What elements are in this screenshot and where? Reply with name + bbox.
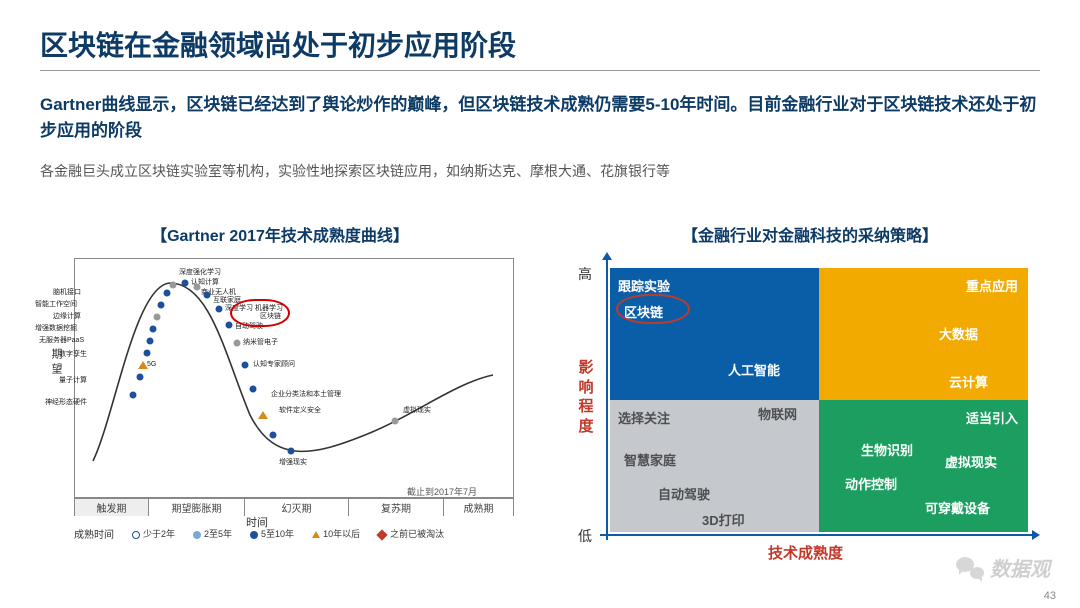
- slide-title: 区块链在金融领域尚处于初步应用阶段: [40, 24, 516, 64]
- slide-subtitle: Gartner曲线显示，区块链已经达到了舆论炒作的巅峰，但区块链技术成熟仍需要5…: [40, 92, 1040, 143]
- hype-label: 增强现实: [279, 457, 307, 467]
- quadrant-cell: 重点应用大数据云计算: [819, 268, 1028, 400]
- hype-point: [158, 302, 165, 309]
- hype-label: 量子计算: [59, 375, 87, 385]
- hype-point: [250, 386, 257, 393]
- quadrant-item: 云计算: [949, 372, 988, 391]
- hype-point: [392, 418, 399, 425]
- quadrant-label: 适当引入: [966, 408, 1018, 427]
- legend-item: 10年以后: [312, 527, 360, 540]
- hype-point: [170, 282, 177, 289]
- quadrant-cell: 选择关注 物联网智慧家庭自动驾驶 3D打印: [610, 400, 819, 532]
- legend-item: 5至10年: [250, 527, 294, 540]
- hype-point: [270, 432, 277, 439]
- hype-point: [182, 280, 189, 287]
- hype-point: [194, 284, 201, 291]
- quadrant-item: 自动驾驶: [658, 484, 710, 503]
- y-low-label: 低: [578, 526, 592, 546]
- y-axis-title: 影响程度: [576, 358, 596, 436]
- quadrant-cell: 适当引入生物识别虚拟现实动作控制可穿戴设备: [819, 400, 1028, 532]
- slide-body: 各金融巨头成立区块链实验室等机构，实验性地探索区块链应用，如纳斯达克、摩根大通、…: [40, 160, 1040, 182]
- hype-label: 深度强化学习: [179, 267, 221, 277]
- hype-label: 5G: [147, 361, 156, 368]
- quadrant-item: 智慧家庭: [624, 450, 676, 469]
- highlight-oval: [616, 294, 690, 324]
- quadrant-chart: 高 低 影响程度 技术成熟度 跟踪实验区块链人工智能重点应用大数据云计算选择关注…: [578, 258, 1042, 558]
- hype-point: [164, 290, 171, 297]
- watermark-text: 数据观: [990, 553, 1050, 582]
- quadrant-x-axis: [600, 534, 1034, 536]
- quadrant-item: 生物识别: [861, 440, 913, 459]
- quadrant-item: 虚拟现实: [945, 452, 997, 471]
- phase-cell: 成熟期: [444, 498, 514, 516]
- quadrant-cell: 跟踪实验区块链人工智能: [610, 268, 819, 400]
- quadrant-label: 跟踪实验: [618, 276, 670, 295]
- blockchain-highlight-circle: [230, 299, 290, 327]
- hype-point: [242, 362, 249, 369]
- hype-label: 智能工作空间: [35, 299, 77, 309]
- page-number: 43: [1044, 590, 1056, 602]
- quadrant-label: 选择关注: [618, 408, 670, 427]
- quadrant-item: 3D打印: [702, 510, 745, 529]
- hype-point: [226, 322, 233, 329]
- hype-label: 脑机接口: [53, 287, 81, 297]
- hype-point: [258, 411, 268, 419]
- phase-cell: 期望膨胀期: [149, 498, 245, 516]
- hype-point: [204, 292, 211, 299]
- legend-item: 少于2年: [132, 527, 175, 540]
- quadrant-item: 人工智能: [728, 360, 780, 379]
- hype-label: 无服务器PaaS: [39, 335, 84, 345]
- quadrant-item: 物联网: [758, 404, 797, 423]
- hype-point: [130, 392, 137, 399]
- hype-point: [154, 314, 161, 321]
- left-chart-caption: 【Gartner 2017年技术成熟度曲线】: [60, 222, 500, 246]
- quadrant-item: 可穿戴设备: [925, 498, 990, 517]
- gartner-chart: 期望 神经形态硬件量子计算5G数字孪生无服务器PaaS增强数据挖掘边缘计算智能工…: [46, 258, 526, 548]
- gartner-maturity-label: 成熟时间: [74, 526, 114, 541]
- hype-label: 软件定义安全: [279, 405, 321, 415]
- hype-label: 增强数据挖掘: [35, 323, 77, 333]
- hype-label: 边缘计算: [53, 311, 81, 321]
- quadrant-grid: 跟踪实验区块链人工智能重点应用大数据云计算选择关注物联网智慧家庭自动驾驶3D打印…: [610, 268, 1028, 532]
- hype-label: 神经形态硬件: [45, 397, 87, 407]
- hype-point: [234, 340, 241, 347]
- hype-point: [216, 306, 223, 313]
- title-divider: [40, 70, 1040, 71]
- hype-label: 企业分类法和本土管理: [271, 389, 341, 399]
- hype-label: 虚拟现实: [403, 405, 431, 415]
- hype-point: [147, 338, 154, 345]
- hype-point: [137, 374, 144, 381]
- gartner-phase-strip: 触发期期望膨胀期幻灭期复苏期成熟期: [74, 498, 514, 518]
- hype-label: 数字孪生: [59, 349, 87, 359]
- hype-label: 认知专家顾问: [253, 359, 295, 369]
- gartner-asof: 截止到2017年7月: [407, 485, 477, 498]
- y-high-label: 高: [578, 264, 592, 284]
- wechat-icon: [956, 557, 984, 579]
- legend-item: 之前已被淘汰: [378, 527, 444, 540]
- hype-label: 纳米管电子: [243, 337, 278, 347]
- legend-item: 2至5年: [193, 527, 232, 540]
- hype-point: [288, 448, 295, 455]
- right-chart-caption: 【金融行业对金融科技的采纳策略】: [578, 222, 1042, 246]
- quadrant-label: 重点应用: [966, 276, 1018, 295]
- watermark: 数据观: [956, 553, 1050, 582]
- gartner-frame: 神经形态硬件量子计算5G数字孪生无服务器PaaS增强数据挖掘边缘计算智能工作空间…: [74, 258, 514, 498]
- gartner-legend: 成熟时间 少于2年 2至5年 5至10年 10年以后 之前已被淘汰: [74, 526, 530, 541]
- phase-cell: 复苏期: [349, 498, 444, 516]
- phase-cell: 触发期: [74, 498, 149, 516]
- hype-point: [144, 350, 151, 357]
- quadrant-item: 大数据: [939, 324, 978, 343]
- quadrant-item: 动作控制: [845, 474, 897, 493]
- x-axis-title: 技术成熟度: [768, 542, 843, 563]
- hype-point: [150, 326, 157, 333]
- quadrant-y-axis: [606, 258, 608, 540]
